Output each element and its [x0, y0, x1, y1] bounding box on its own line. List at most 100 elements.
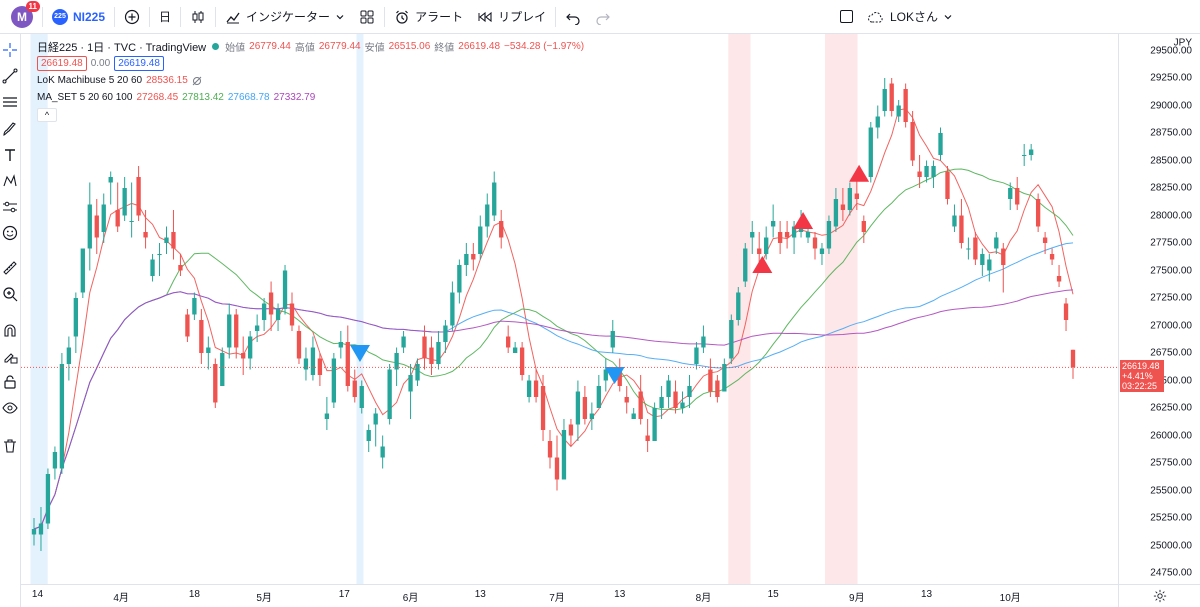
- legend-indicator-2[interactable]: MA_SET 5 20 60 100 27268.45 27813.42 276…: [37, 89, 584, 106]
- indicators-button[interactable]: インジケーター: [218, 0, 352, 34]
- candle-body: [1001, 248, 1006, 265]
- chart-pane[interactable]: [21, 34, 1118, 584]
- candle-body: [708, 369, 713, 392]
- notification-badge: 11: [25, 0, 40, 12]
- chart-settings-button[interactable]: [1118, 584, 1200, 607]
- horizontal-lines-icon[interactable]: [2, 94, 18, 110]
- avatar-button[interactable]: M 11: [0, 0, 40, 34]
- time-axis[interactable]: 14 4月 18 5月 17 6月 13 7月 13 8月 15 9月 13 10月: [21, 584, 1118, 607]
- currency-label[interactable]: JPY: [1173, 37, 1192, 49]
- candle-body: [457, 265, 462, 293]
- candle-body: [66, 347, 72, 364]
- lock-drawings-icon[interactable]: [2, 348, 18, 364]
- lock-icon[interactable]: [2, 374, 18, 390]
- candle-body: [338, 342, 343, 348]
- price-axis[interactable]: JPY 29500.00 29250.00 29000.00 28750.00 2850…: [1118, 34, 1200, 584]
- eye-icon[interactable]: [2, 400, 18, 416]
- candle-body: [1022, 155, 1027, 156]
- redo-icon: [596, 13, 610, 25]
- time-tick-label: 13: [474, 589, 486, 600]
- fullscreen-checkbox[interactable]: [833, 0, 860, 34]
- time-tick-label: 8月: [695, 593, 712, 604]
- legend-indicator-1[interactable]: LoK Machibuse 5 20 60 28536.15: [37, 72, 584, 89]
- candle-body: [952, 215, 957, 227]
- time-tick-label: 13: [921, 589, 933, 600]
- candle-body: [701, 336, 706, 348]
- candle-body: [261, 303, 267, 320]
- candle-body: [715, 380, 720, 397]
- ma5-line: [33, 108, 1074, 530]
- candle-body: [519, 347, 525, 375]
- templates-button[interactable]: [352, 0, 382, 34]
- candle-body: [450, 292, 455, 326]
- price-chart[interactable]: [21, 34, 1118, 584]
- candles-icon: [192, 10, 204, 23]
- candle-body: [73, 298, 79, 337]
- candle-body: [582, 397, 588, 419]
- trash-icon[interactable]: [2, 438, 18, 454]
- candle-body: [192, 298, 197, 315]
- candle-body: [206, 347, 211, 353]
- bid-box[interactable]: 26619.48: [37, 56, 87, 71]
- price-tick-label: 28750.00: [1150, 127, 1192, 139]
- candle-body: [896, 105, 901, 117]
- candle-body: [492, 182, 497, 216]
- layout-menu-button[interactable]: LOKさん: [860, 0, 960, 34]
- cloud-icon: [867, 11, 883, 22]
- candle-body: [1049, 254, 1055, 260]
- trend-line-icon[interactable]: [2, 68, 18, 84]
- candle-body: [854, 193, 859, 199]
- legend-collapse-button[interactable]: ^: [37, 107, 57, 122]
- price-tick-label: 26250.00: [1150, 402, 1192, 414]
- candle-body: [764, 237, 769, 254]
- ma100-value: 27332.79: [273, 92, 316, 103]
- ruler-icon[interactable]: [2, 260, 18, 276]
- interval-button[interactable]: 日: [152, 0, 178, 34]
- candle-body: [171, 232, 176, 249]
- candle-body: [666, 380, 671, 397]
- compare-button[interactable]: [117, 0, 147, 34]
- forecast-icon[interactable]: [2, 199, 18, 215]
- zoom-in-icon[interactable]: [2, 286, 18, 302]
- price-tick-label: 26750.00: [1150, 347, 1192, 359]
- avatar[interactable]: M 11: [11, 0, 40, 28]
- symbol-title[interactable]: 日経225 · 1日 · TVC · TradingView: [37, 41, 207, 54]
- alert-button[interactable]: アラート: [387, 0, 470, 34]
- candle-body: [310, 347, 316, 375]
- divider: [215, 6, 217, 27]
- candle-body: [847, 188, 853, 210]
- hidden-eye-icon[interactable]: [192, 76, 202, 86]
- text-tool-icon[interactable]: [2, 147, 18, 163]
- magnet-icon[interactable]: [2, 322, 18, 338]
- sell-signal-marker: [793, 212, 814, 229]
- price-tick-label: 25250.00: [1150, 512, 1192, 524]
- candle-body: [917, 171, 922, 177]
- ask-box[interactable]: 26619.48: [114, 56, 164, 71]
- replay-button[interactable]: リプレイ: [470, 0, 553, 34]
- candle-body: [359, 386, 364, 408]
- current-change-value: +4.41%: [1122, 371, 1153, 382]
- smiley-icon[interactable]: [2, 225, 18, 241]
- candle-body: [736, 292, 741, 320]
- candle-body: [401, 336, 406, 348]
- ma20-line: [33, 168, 1074, 530]
- pattern-icon[interactable]: [2, 173, 18, 189]
- price-tick-label: 27500.00: [1150, 265, 1192, 276]
- divider: [384, 6, 386, 27]
- undo-button[interactable]: [558, 0, 588, 34]
- symbol-logo-icon: 225: [52, 8, 68, 25]
- candle-body: [122, 188, 127, 216]
- candle-body: [143, 232, 148, 238]
- candle-body: [533, 380, 539, 397]
- price-tick-label: 26500.00: [1150, 375, 1192, 386]
- redo-button[interactable]: [588, 0, 618, 34]
- symbol-search-button[interactable]: 225 NI225: [45, 0, 112, 34]
- candle-body: [366, 430, 371, 441]
- candle-body: [729, 320, 734, 359]
- crosshair-icon[interactable]: [2, 42, 18, 58]
- chart-type-button[interactable]: [183, 0, 213, 34]
- low-label: 安値: [364, 43, 385, 54]
- brush-icon[interactable]: [2, 121, 18, 137]
- candle-body: [45, 474, 51, 524]
- candle-body: [980, 254, 985, 265]
